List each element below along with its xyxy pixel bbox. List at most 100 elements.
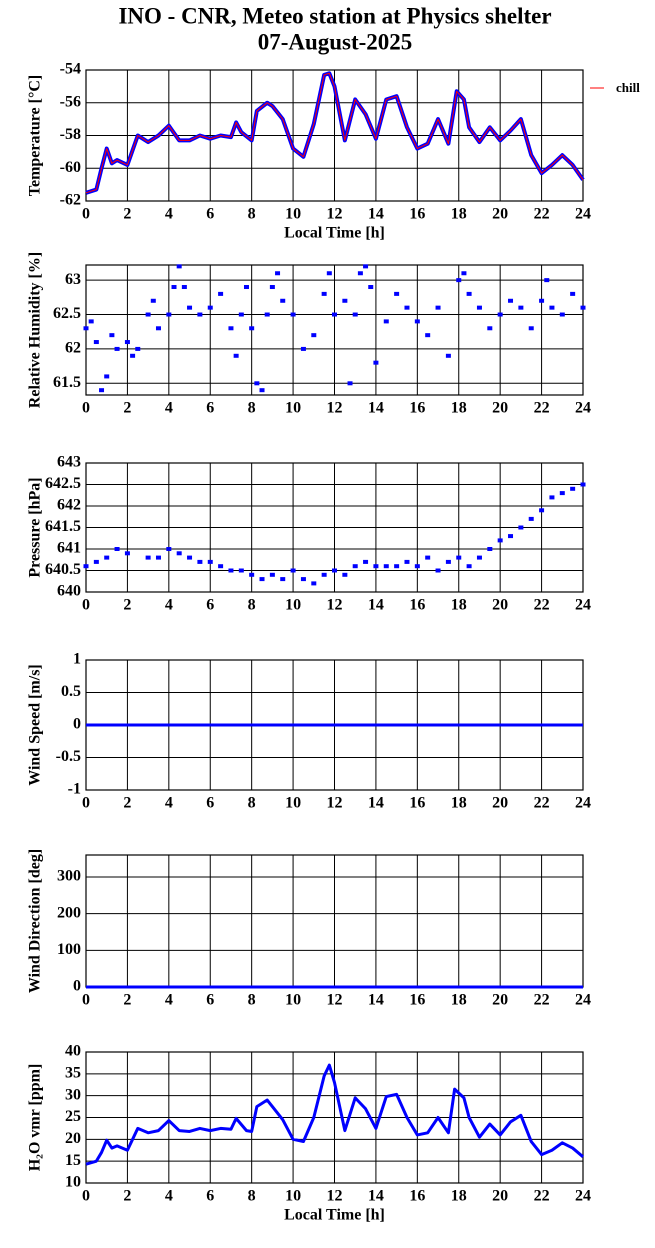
point bbox=[135, 346, 141, 351]
x-tick-label: 14 bbox=[368, 795, 384, 812]
point bbox=[93, 340, 99, 345]
x-tick-label: 2 bbox=[123, 597, 131, 614]
x-tick-label: 14 bbox=[368, 597, 384, 614]
line bbox=[85, 1063, 584, 1166]
point bbox=[383, 319, 389, 324]
point bbox=[218, 291, 224, 296]
point bbox=[99, 388, 105, 393]
y-axis-label: Relative Humidity [%] bbox=[27, 252, 44, 408]
point bbox=[300, 577, 306, 582]
x-tick-label: 24 bbox=[575, 400, 591, 417]
point bbox=[166, 547, 172, 551]
x-tick-label: 22 bbox=[534, 206, 550, 223]
y-axis-label: Pressure [hPa] bbox=[27, 477, 44, 577]
x-tick-label: 14 bbox=[368, 400, 384, 417]
y-tick-label: 61.5 bbox=[53, 374, 81, 391]
point bbox=[559, 312, 565, 317]
point bbox=[544, 278, 550, 283]
point bbox=[259, 388, 265, 393]
point bbox=[476, 555, 482, 560]
y-tick-label: -54 bbox=[60, 61, 81, 78]
point bbox=[249, 326, 255, 331]
x-tick-label: 14 bbox=[368, 206, 384, 223]
x-tick-label: 2 bbox=[123, 400, 131, 417]
x-tick-label: 2 bbox=[123, 1188, 131, 1205]
point bbox=[508, 298, 514, 303]
point bbox=[518, 305, 524, 310]
point bbox=[311, 581, 317, 586]
x-tick-label: 6 bbox=[206, 400, 214, 417]
x-tick-label: 22 bbox=[534, 992, 550, 1009]
point bbox=[580, 482, 586, 487]
point bbox=[83, 326, 89, 331]
x-tick-label: 8 bbox=[248, 597, 256, 614]
y-tick-label: -56 bbox=[60, 93, 81, 110]
point bbox=[187, 305, 193, 310]
x-tick-label: 16 bbox=[409, 795, 425, 812]
point bbox=[352, 564, 358, 569]
point bbox=[238, 568, 244, 573]
point bbox=[549, 495, 555, 500]
point bbox=[332, 312, 337, 317]
point bbox=[445, 353, 451, 358]
point bbox=[539, 298, 545, 303]
y-tick-label: -0.5 bbox=[56, 748, 81, 765]
x-tick-label: 0 bbox=[82, 597, 90, 614]
x-tick-label: 4 bbox=[165, 795, 173, 812]
x-tick-label: 10 bbox=[285, 795, 301, 812]
x-tick-label: 18 bbox=[451, 795, 467, 812]
point bbox=[104, 555, 110, 560]
x-axis-label: Local Time [h] bbox=[284, 225, 385, 242]
x-tick-label: 24 bbox=[575, 1188, 591, 1205]
x-axis-label: Local Time [h] bbox=[284, 1207, 385, 1224]
point bbox=[404, 559, 410, 564]
point bbox=[275, 271, 281, 276]
x-tick-label: 20 bbox=[492, 1188, 508, 1205]
point bbox=[570, 291, 576, 296]
point bbox=[363, 264, 369, 269]
x-tick-label: 0 bbox=[82, 400, 90, 417]
x-tick-label: 22 bbox=[534, 795, 550, 812]
point bbox=[456, 555, 462, 560]
point bbox=[166, 312, 172, 317]
point bbox=[466, 564, 472, 569]
point bbox=[528, 326, 534, 331]
y-axis-label: Wind Direction [deg] bbox=[27, 849, 44, 993]
point bbox=[233, 353, 239, 358]
point bbox=[228, 326, 234, 331]
x-tick-label: 4 bbox=[165, 597, 173, 614]
point bbox=[114, 346, 120, 351]
point bbox=[290, 568, 296, 573]
x-tick-label: 20 bbox=[492, 597, 508, 614]
x-tick-label: 8 bbox=[248, 206, 256, 223]
y-tick-label: 25 bbox=[65, 1108, 81, 1125]
plot-frame bbox=[85, 462, 584, 593]
point bbox=[373, 564, 379, 569]
y-tick-label: 62 bbox=[65, 340, 81, 357]
point bbox=[280, 298, 286, 303]
x-tick-label: 16 bbox=[409, 992, 425, 1009]
point bbox=[145, 312, 151, 317]
point bbox=[130, 353, 136, 358]
point bbox=[187, 555, 193, 560]
y-tick-label: 100 bbox=[57, 941, 81, 958]
y-axis-label: H₂O vmr [ppm] bbox=[27, 1064, 44, 1172]
point bbox=[290, 312, 296, 317]
point bbox=[414, 319, 420, 324]
point bbox=[321, 291, 327, 296]
x-tick-label: 6 bbox=[206, 597, 214, 614]
x-tick-label: 12 bbox=[327, 795, 343, 812]
y-tick-label: 35 bbox=[65, 1065, 81, 1082]
x-tick-label: 4 bbox=[165, 992, 173, 1009]
y-tick-label: 63 bbox=[65, 271, 81, 288]
plot-frame bbox=[85, 69, 584, 202]
point bbox=[414, 564, 420, 569]
line bbox=[85, 72, 584, 194]
y-tick-label: 40 bbox=[65, 1043, 81, 1060]
x-tick-label: 24 bbox=[575, 206, 591, 223]
x-tick-label: 24 bbox=[575, 795, 591, 812]
x-tick-label: 24 bbox=[575, 992, 591, 1009]
point bbox=[425, 555, 431, 560]
point bbox=[321, 572, 327, 577]
x-tick-label: 8 bbox=[248, 992, 256, 1009]
